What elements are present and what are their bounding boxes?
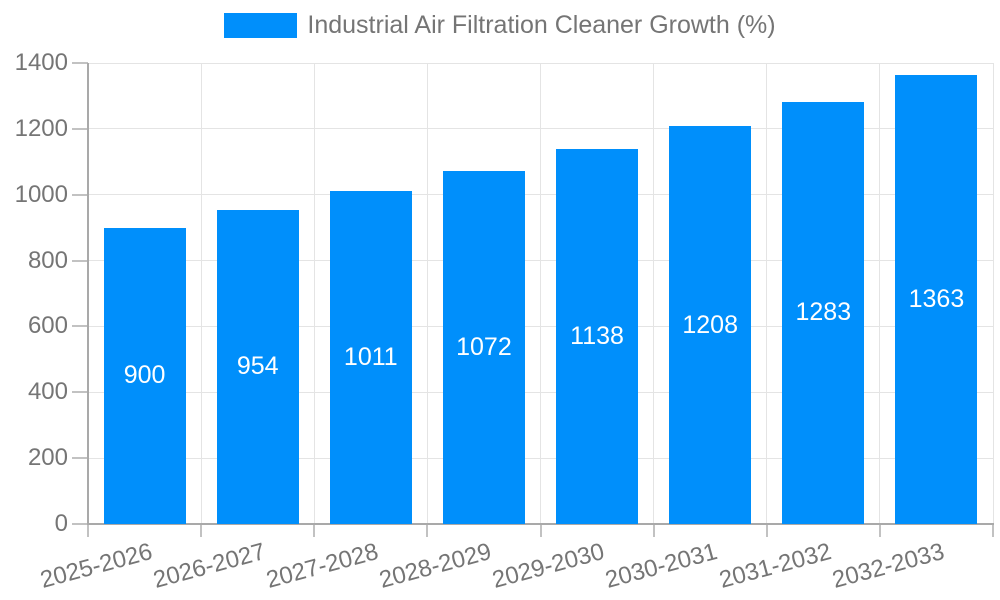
y-tick-label: 1200 [14, 114, 68, 142]
bar-value-label: 1138 [570, 322, 624, 351]
x-gridline [992, 63, 994, 524]
x-tick-label: 2032-2033 [829, 538, 947, 594]
x-tick [878, 524, 881, 537]
x-tick-label: 2030-2031 [602, 538, 721, 594]
x-tick-label: 2031-2032 [715, 538, 834, 594]
y-tick [72, 523, 88, 525]
x-gridline [879, 63, 881, 524]
x-tick [87, 524, 89, 537]
bar[interactable]: 900 [103, 227, 186, 524]
x-gridline [426, 63, 428, 524]
y-tick-label: 0 [54, 510, 68, 537]
y-tick-label: 1000 [14, 180, 68, 208]
x-tick-label: 2025-2026 [37, 538, 156, 594]
y-tick-label: 800 [27, 246, 68, 274]
x-tick [539, 524, 542, 537]
y-tick [72, 127, 88, 130]
bar[interactable]: 1208 [669, 126, 752, 524]
legend-label: Industrial Air Filtration Cleaner Growth… [307, 11, 776, 39]
x-tick [652, 524, 655, 537]
bar[interactable]: 954 [216, 209, 299, 524]
x-tick-label: 2026-2027 [150, 538, 269, 594]
bar-value-label: 1011 [343, 343, 398, 372]
bar[interactable]: 1011 [329, 191, 412, 524]
legend[interactable]: Industrial Air Filtration Cleaner Growth… [0, 13, 1000, 38]
x-tick [765, 524, 768, 537]
x-tick [992, 524, 994, 537]
x-tick-label: 2029-2030 [489, 538, 608, 594]
x-gridline [766, 63, 768, 524]
y-tick [72, 259, 88, 262]
y-tick [72, 62, 88, 64]
y-axis-line [87, 63, 89, 525]
y-tick [72, 391, 88, 394]
y-tick-label: 200 [27, 444, 68, 472]
x-gridline [653, 63, 655, 524]
x-gridline [540, 63, 541, 524]
bar[interactable]: 1072 [442, 171, 525, 524]
legend-swatch-icon [224, 13, 298, 38]
bar-value-label: 1363 [908, 285, 965, 314]
x-tick [200, 524, 203, 537]
bar-value-label: 900 [123, 361, 166, 390]
x-gridline [200, 63, 202, 524]
bar-value-label: 954 [236, 352, 279, 381]
y-tick [72, 193, 88, 196]
bar[interactable]: 1138 [556, 149, 639, 524]
y-tick-label: 600 [27, 312, 68, 340]
x-tick-label: 2028-2029 [376, 538, 495, 594]
bar-value-label: 1208 [682, 310, 738, 339]
x-tick [426, 524, 429, 537]
y-tick [72, 325, 88, 328]
bar[interactable]: 1283 [782, 101, 865, 524]
x-gridline [313, 63, 315, 524]
y-tick-label: 400 [27, 378, 68, 406]
x-tick [313, 524, 316, 537]
y-tick-label: 1400 [14, 49, 68, 76]
bar-value-label: 1072 [456, 332, 512, 361]
bar-value-label: 1283 [795, 298, 852, 327]
y-tick [72, 457, 88, 460]
bar[interactable]: 1363 [895, 75, 978, 524]
x-axis-line [87, 523, 994, 525]
x-tick-label: 2027-2028 [263, 538, 382, 594]
